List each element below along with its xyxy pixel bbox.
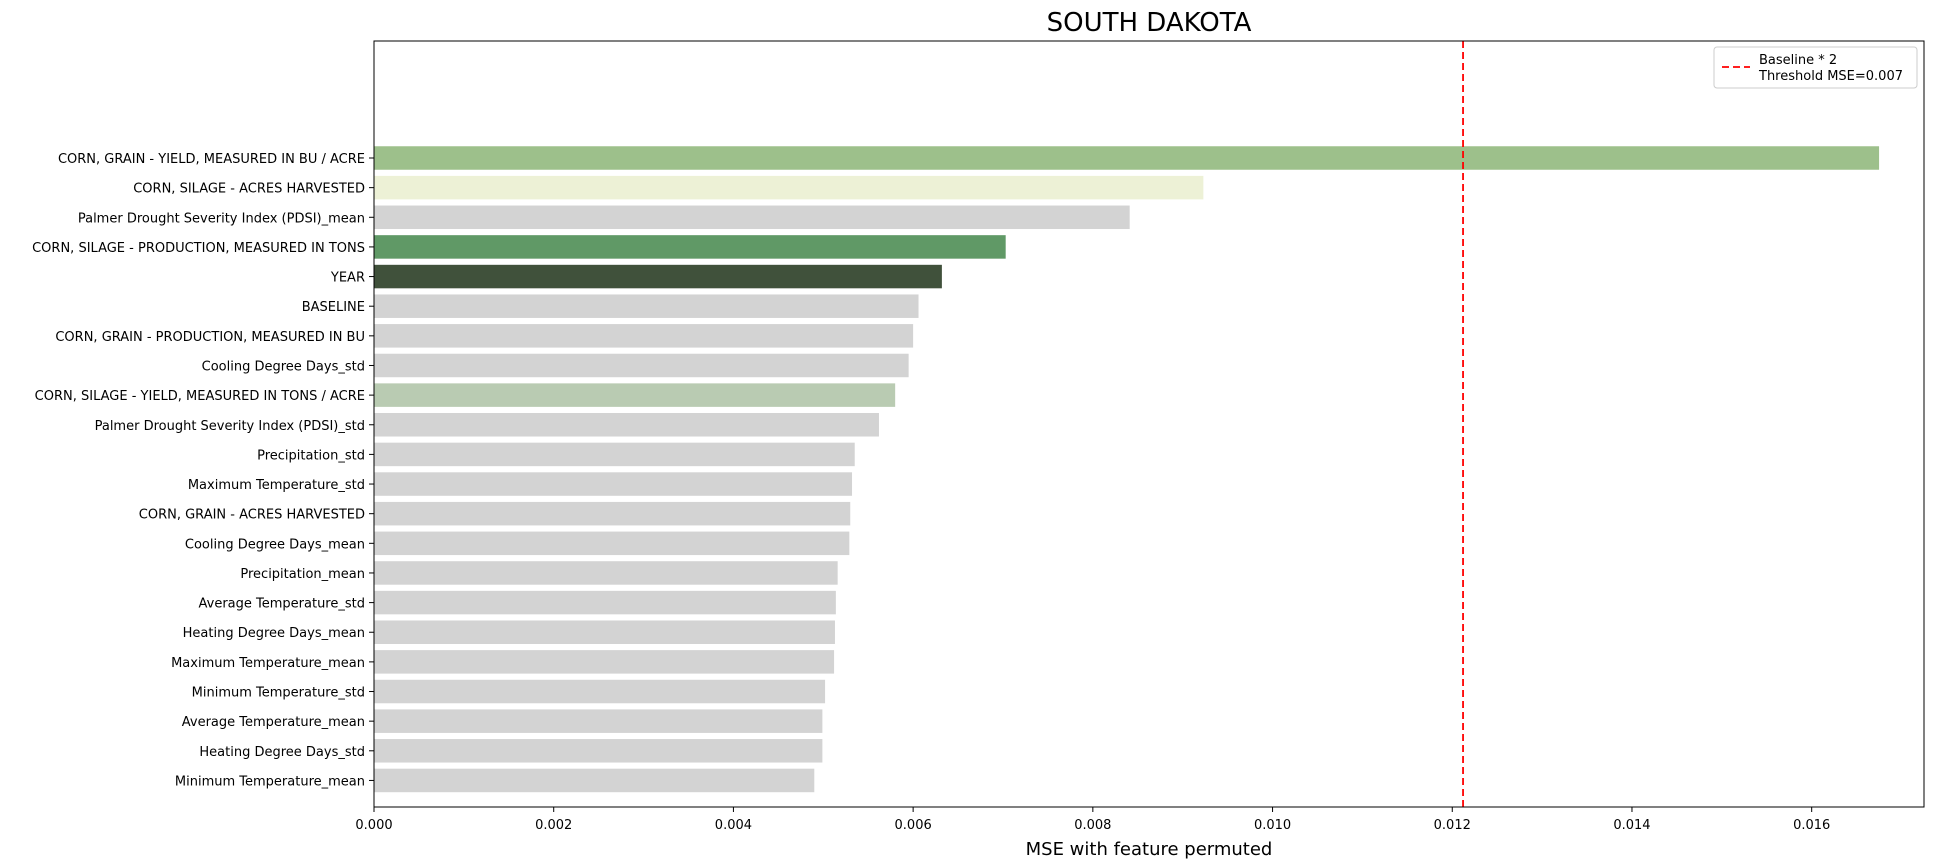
y-tick-label: Cooling Degree Days_mean xyxy=(185,537,365,552)
bar xyxy=(374,353,909,378)
bar xyxy=(374,501,851,526)
x-tick-label: 0.014 xyxy=(1613,818,1650,833)
bar xyxy=(374,264,942,289)
y-tick-label: CORN, GRAIN - PRODUCTION, MEASURED IN BU xyxy=(55,330,365,345)
y-tick-label: CORN, SILAGE - YIELD, MEASURED IN TONS /… xyxy=(35,389,365,404)
bar xyxy=(374,146,1880,170)
bar xyxy=(374,739,823,763)
y-tick-label: Precipitation_mean xyxy=(240,567,365,582)
bar xyxy=(374,590,836,615)
y-tick-label: Minimum Temperature_mean xyxy=(175,774,365,789)
bar xyxy=(374,235,1006,259)
y-tick-label: CORN, GRAIN - YIELD, MEASURED IN BU / AC… xyxy=(58,152,365,167)
x-ticks: 0.000 0.002 0.004 0.006 0.008 0.010 0.012 0.014… xyxy=(355,807,1830,833)
y-tick-labels: CORN, GRAIN - YIELD, MEASURED IN BU / AC… xyxy=(32,152,374,789)
bars-group xyxy=(374,146,1880,793)
bar xyxy=(374,561,838,585)
bar xyxy=(374,205,1130,230)
bar xyxy=(374,324,914,348)
x-tick-label: 0.016 xyxy=(1793,818,1830,833)
bar xyxy=(374,709,823,733)
bar xyxy=(374,620,835,644)
x-tick-label: 0.000 xyxy=(355,818,392,833)
y-tick-label: Palmer Drought Severity Index (PDSI)_std xyxy=(95,419,365,434)
bar xyxy=(374,531,850,556)
bar xyxy=(374,175,1204,200)
x-tick-label: 0.006 xyxy=(895,818,932,833)
y-tick-label: CORN, SILAGE - ACRES HARVESTED xyxy=(133,182,365,197)
x-tick-label: 0.002 xyxy=(535,818,572,833)
x-axis-label: MSE with feature permuted xyxy=(1026,839,1273,860)
x-tick-label: 0.012 xyxy=(1434,818,1471,833)
bar xyxy=(374,383,896,407)
y-tick-label: YEAR xyxy=(330,271,365,286)
bar xyxy=(374,768,815,793)
y-tick-label: BASELINE xyxy=(302,300,365,315)
y-tick-label: Average Temperature_mean xyxy=(182,715,365,730)
bar xyxy=(374,442,855,467)
y-tick-label: CORN, SILAGE - PRODUCTION, MEASURED IN T… xyxy=(32,241,365,256)
y-tick-label: Heating Degree Days_std xyxy=(199,745,365,760)
y-tick-label: Palmer Drought Severity Index (PDSI)_mea… xyxy=(78,211,365,226)
y-tick-label: Average Temperature_std xyxy=(199,597,366,612)
x-tick-label: 0.008 xyxy=(1074,818,1111,833)
y-tick-label: Maximum Temperature_mean xyxy=(171,656,365,671)
legend: Baseline * 2 Threshold MSE=0.007 xyxy=(1713,46,1918,89)
bar xyxy=(374,472,853,496)
bar xyxy=(374,679,826,704)
x-tick-label: 0.010 xyxy=(1254,818,1291,833)
y-tick-label: Cooling Degree Days_std xyxy=(202,359,365,374)
bar xyxy=(374,650,835,674)
chart-title: SOUTH DAKOTA xyxy=(1047,8,1252,38)
legend-label-line-1: Baseline * 2 xyxy=(1759,53,1837,68)
bar xyxy=(374,413,879,437)
bar xyxy=(374,294,919,318)
y-tick-label: Minimum Temperature_std xyxy=(192,686,365,701)
legend-box xyxy=(1713,46,1918,89)
y-tick-label: Maximum Temperature_std xyxy=(188,478,365,493)
legend-label-line-2: Threshold MSE=0.007 xyxy=(1758,69,1903,84)
y-tick-label: CORN, GRAIN - ACRES HARVESTED xyxy=(139,508,365,523)
plot-frame xyxy=(373,40,1925,808)
y-tick-label: Heating Degree Days_mean xyxy=(183,626,365,641)
y-tick-label: Precipitation_std xyxy=(257,448,365,463)
x-tick-label: 0.004 xyxy=(715,818,752,833)
